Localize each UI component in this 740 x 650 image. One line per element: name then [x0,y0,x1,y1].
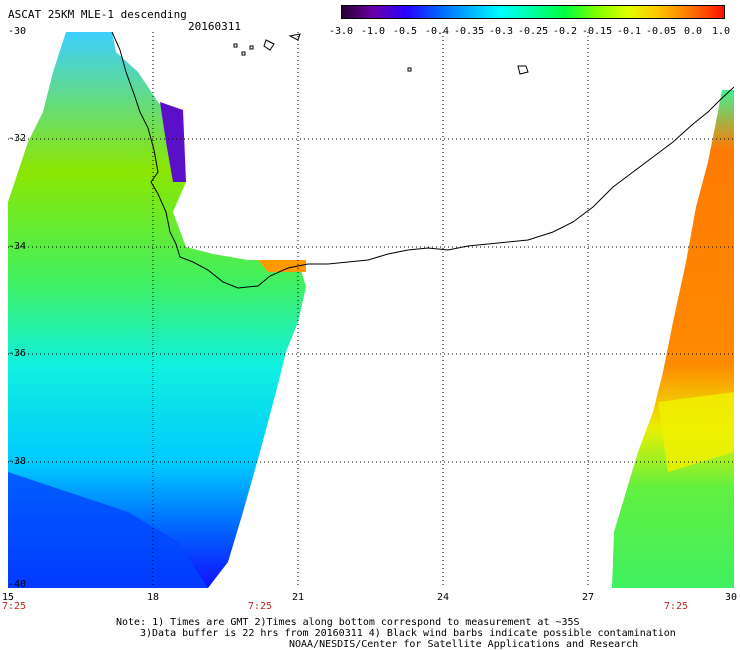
product-date: 20160311 [188,20,241,33]
lat-label-40: -40 [8,579,27,590]
cb-tick-1: -1.0 [360,26,386,37]
cb-tick-12: 1.0 [711,26,731,37]
lon-label-18: 18 [146,592,160,603]
west-low-patch [160,102,186,182]
cb-tick-11: 0.0 [683,26,703,37]
islands [233,33,529,75]
note-line-3: NOAA/NESDIS/Center for Satellite Applica… [289,639,639,650]
lon-label-21: 21 [291,592,305,603]
east-swath [612,90,734,588]
time-label-west: 7:25 [2,601,27,612]
cb-tick-5: -0.3 [488,26,514,37]
lon-label-30: 30 [724,592,738,603]
cb-tick-7: -0.2 [552,26,578,37]
note-line-2: 3)Data buffer is 22 hrs from 20160311 4)… [140,628,676,639]
west-blue-region [8,472,208,588]
cb-tick-0: -3.0 [328,26,354,37]
time-label-east: 7:25 [664,601,689,612]
west-swath [8,32,306,588]
cb-tick-4: -0.35 [454,26,485,37]
lon-label-24: 24 [436,592,450,603]
color-scale-ticks: -3.0 -1.0 -0.5 -0.4 -0.35 -0.3 -0.25 -0.… [329,26,730,38]
coastline [111,32,734,289]
time-label-mid: 7:25 [248,601,273,612]
cb-tick-8: -0.15 [582,26,613,37]
lat-label-32: -32 [8,133,27,144]
lon-label-15: 15 [1,592,15,603]
east-yellow-patch [658,392,734,472]
wind-divergence-map [8,32,734,588]
cb-tick-10: -0.05 [646,26,677,37]
lat-label-30: -30 [8,26,27,37]
product-title: ASCAT 25KM MLE-1 descending [8,8,187,21]
cb-tick-6: -0.25 [518,26,549,37]
coast-high-patch [258,260,306,272]
lat-label-38: -38 [8,456,27,467]
lat-label-34: -34 [8,241,27,252]
graticule [8,32,734,588]
lon-label-27: 27 [581,592,595,603]
color-scale-bar [341,5,725,19]
note-line-1: Note: 1) Times are GMT 2)Times along bot… [116,617,580,628]
cb-tick-9: -0.1 [616,26,642,37]
lat-label-36: -36 [8,348,27,359]
cb-tick-2: -0.5 [392,26,418,37]
cb-tick-3: -0.4 [424,26,450,37]
